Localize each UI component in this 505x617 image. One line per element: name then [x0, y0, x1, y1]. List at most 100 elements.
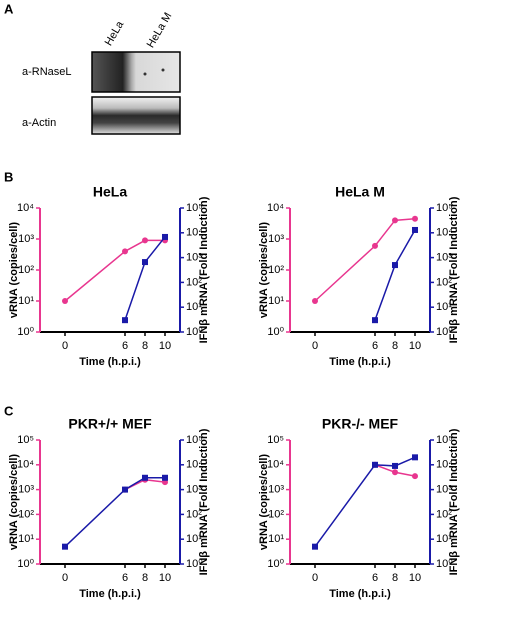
- y-tick-label: 10²: [268, 264, 284, 276]
- x-axis-label: Time (h.p.i.): [329, 356, 391, 368]
- x-tick-label: 6: [372, 572, 378, 584]
- y-tick-label: 10⁴: [267, 202, 284, 214]
- data-point: [312, 298, 318, 304]
- y2-tick-label: 10¹: [436, 301, 452, 313]
- y-tick-label: 10¹: [18, 295, 34, 307]
- x-tick-label: 10: [159, 572, 171, 584]
- x-tick-label: 0: [312, 572, 318, 584]
- y-axis-label: vRNA (copies/cell): [8, 454, 20, 551]
- y-tick-label: 10³: [268, 233, 284, 245]
- y2-tick-label: 10⁴: [436, 459, 453, 471]
- data-point: [122, 248, 128, 255]
- y2-tick-label: 10¹: [436, 533, 452, 545]
- data-point: [372, 317, 378, 324]
- chart-title: HeLa M: [335, 184, 385, 200]
- blot-image: [91, 51, 181, 93]
- y-tick-label: 10²: [18, 264, 34, 276]
- chart-title: PKR-/- MEF: [322, 416, 399, 432]
- data-point: [372, 461, 378, 468]
- y-tick-label: 10⁴: [267, 459, 284, 471]
- y2-axis-label: IFNβ mRNA (Fold Induction): [448, 196, 460, 343]
- y-tick-label: 10²: [268, 508, 284, 520]
- y-tick-label: 10⁰: [17, 326, 34, 338]
- y2-tick-label: 10⁴: [186, 459, 203, 471]
- x-axis-label: Time (h.p.i.): [329, 588, 391, 600]
- data-point: [412, 454, 418, 461]
- y2-tick-label: 10²: [186, 508, 202, 520]
- series-line: [374, 229, 416, 321]
- y-axis-label: vRNA (copies/cell): [8, 222, 20, 319]
- series-line: [314, 456, 416, 548]
- x-tick-label: 10: [159, 340, 171, 352]
- x-tick-label: 8: [142, 572, 148, 584]
- y-tick-label: 10¹: [18, 533, 34, 545]
- data-point: [372, 242, 378, 249]
- data-point: [122, 317, 128, 324]
- y2-tick-label: 10⁵: [436, 434, 453, 446]
- y2-tick-label: 10⁰: [436, 326, 453, 338]
- y2-tick-label: 10⁰: [186, 558, 203, 570]
- y2-tick-label: 10⁰: [436, 558, 453, 570]
- lane-label: HeLa M: [145, 11, 175, 50]
- y2-tick-label: 10²: [436, 508, 452, 520]
- series-line: [124, 236, 166, 321]
- y-tick-label: 10⁰: [267, 558, 284, 570]
- data-point: [392, 469, 398, 476]
- data-point: [142, 474, 148, 481]
- data-point: [162, 474, 168, 481]
- y-tick-label: 10⁵: [17, 434, 34, 446]
- data-point: [392, 217, 398, 224]
- y-tick-label: 10⁰: [17, 558, 34, 570]
- y2-tick-label: 10¹: [186, 301, 202, 313]
- blot-speck: [143, 72, 147, 76]
- data-point: [412, 473, 418, 480]
- x-tick-label: 0: [312, 340, 318, 352]
- y2-tick-label: 10⁴: [186, 227, 203, 239]
- y2-axis-label: IFNβ mRNA (Fold Induction): [448, 428, 460, 575]
- y-tick-label: 10³: [268, 484, 284, 496]
- y-tick-label: 10³: [18, 233, 34, 245]
- blot-image: [91, 96, 181, 135]
- y-axis-label: vRNA (copies/cell): [258, 454, 270, 551]
- series-line: [64, 477, 165, 548]
- chart-title: PKR+/+ MEF: [68, 416, 152, 432]
- y2-tick-label: 10²: [436, 276, 452, 288]
- data-point: [142, 237, 148, 244]
- y-tick-label: 10¹: [268, 295, 284, 307]
- x-tick-label: 8: [392, 340, 398, 352]
- y2-tick-label: 10³: [436, 484, 452, 496]
- y2-tick-label: 10⁵: [436, 202, 453, 214]
- panel-label: C: [4, 403, 14, 418]
- x-tick-label: 10: [409, 572, 421, 584]
- chart-title: HeLa: [93, 184, 127, 200]
- y-axis-label: vRNA (copies/cell): [258, 222, 270, 319]
- panel-label: B: [4, 169, 13, 184]
- y-tick-label: 10²: [18, 508, 34, 520]
- x-axis-label: Time (h.p.i.): [79, 588, 141, 600]
- y-tick-label: 10⁴: [17, 202, 34, 214]
- y2-tick-label: 10³: [186, 252, 202, 264]
- data-point: [312, 543, 318, 550]
- y2-tick-label: 10⁴: [436, 227, 453, 239]
- y-tick-label: 10¹: [268, 533, 284, 545]
- data-point: [62, 298, 68, 304]
- y-tick-label: 10³: [18, 484, 34, 496]
- y2-tick-label: 10⁵: [186, 202, 203, 214]
- x-tick-label: 6: [122, 572, 128, 584]
- y2-tick-label: 10³: [436, 252, 452, 264]
- series-line: [314, 218, 416, 302]
- row-label: a-RNaseL: [22, 66, 72, 78]
- x-tick-label: 8: [392, 572, 398, 584]
- y2-tick-label: 10²: [186, 276, 202, 288]
- x-axis-label: Time (h.p.i.): [79, 356, 141, 368]
- x-tick-label: 0: [62, 572, 68, 584]
- x-tick-label: 8: [142, 340, 148, 352]
- data-point: [62, 543, 68, 550]
- x-tick-label: 10: [409, 340, 421, 352]
- y-tick-label: 10⁰: [267, 326, 284, 338]
- x-tick-label: 0: [62, 340, 68, 352]
- data-point: [162, 233, 168, 240]
- series-line: [64, 239, 165, 302]
- x-tick-label: 6: [372, 340, 378, 352]
- y-tick-label: 10⁴: [17, 459, 34, 471]
